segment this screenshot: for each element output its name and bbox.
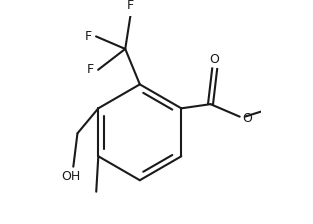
Text: F: F — [87, 63, 94, 76]
Text: F: F — [127, 0, 134, 13]
Text: O: O — [210, 53, 220, 66]
Text: OH: OH — [62, 170, 81, 183]
Text: O: O — [242, 112, 252, 125]
Text: F: F — [85, 30, 92, 43]
